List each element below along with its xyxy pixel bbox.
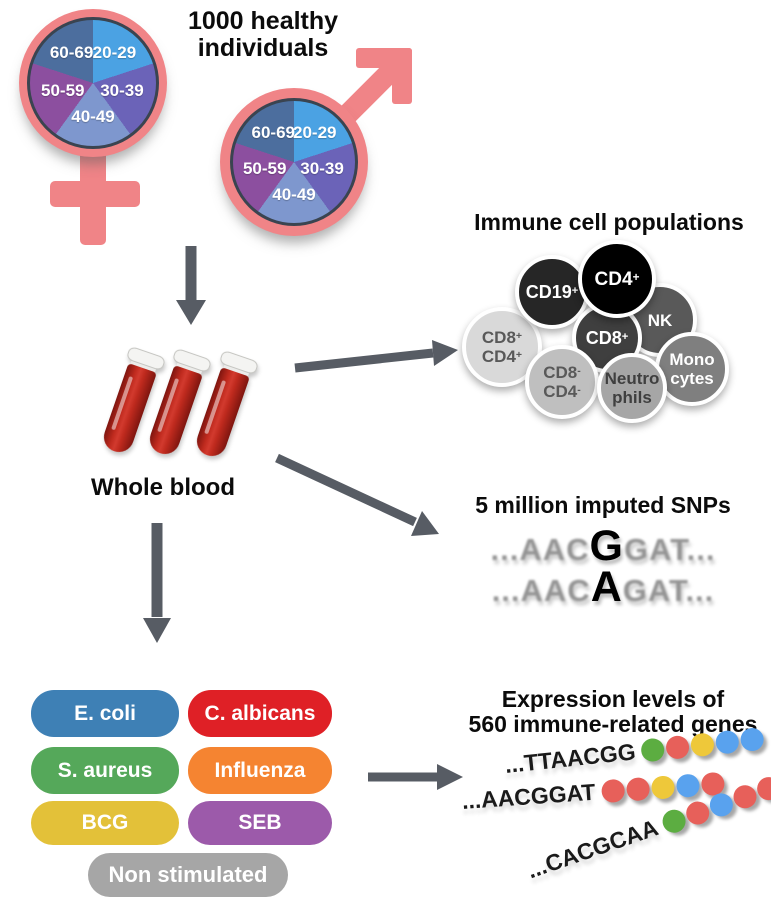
cohort-title: 1000 healthy individuals (178, 8, 348, 62)
immune-cell-label: CD8+ (585, 327, 629, 348)
snp-prefix: ...AAC (491, 573, 591, 608)
immune-cell-neutrophils: Neutro phils (597, 353, 667, 423)
immune-cell-label: CD4+ (594, 268, 640, 290)
immune-cell-label: phils (612, 388, 652, 407)
immune-cell-label: CD8+ (481, 328, 523, 347)
expression-dot-yellow (689, 732, 716, 758)
snp-suffix: GAT... (622, 573, 715, 608)
expression-title-line1: Expression levels of (501, 686, 725, 712)
snp-variant-letter: G (589, 522, 624, 570)
arrow-pies-to-blood (176, 246, 206, 325)
gene-sequence: ...TTAACGG (503, 738, 637, 778)
tube-blood (192, 367, 250, 461)
expression-dot-red (665, 734, 691, 760)
gene-sequence: ...CACGCAA (523, 814, 662, 884)
female-age-pie-chart: 20-29 30-39 40-49 50-59 60-69 (27, 17, 159, 149)
age-group-label: 60-69 (251, 122, 295, 142)
snp-suffix: GAT... (623, 532, 716, 567)
expression-dot-red (730, 782, 760, 812)
snp-sequence: ...AACAGAT... (435, 566, 771, 609)
arrow-blood-to-immune-cells (294, 340, 458, 373)
immune-cell-label: CD8- (543, 363, 581, 382)
male-symbol: 20-29 30-39 40-49 50-59 60-69 (220, 88, 368, 236)
age-group-label: 50-59 (242, 159, 287, 179)
age-group-label: 40-49 (71, 107, 115, 127)
stimulus-pill-c-albicans: C. albicans (188, 690, 332, 737)
expression-dot-green (640, 737, 666, 763)
immune-cell-label: Mono (669, 350, 715, 369)
male-age-pie-chart: 20-29 30-39 40-49 50-59 60-69 (230, 98, 358, 226)
cohort-title-line2: individuals (197, 34, 329, 62)
age-group-label: 30-39 (300, 159, 344, 179)
expression-dot-yellow (650, 775, 676, 800)
expression-dot-red (600, 778, 626, 804)
gene-sequence: ...AACGGAT (461, 778, 597, 814)
immune-populations-title: Immune cell populations (474, 209, 744, 235)
expression-title-line2: 560 immune-related genes (468, 711, 758, 737)
female-symbol-cross (50, 150, 140, 245)
arrow-blood-to-snps (275, 453, 439, 536)
stimulus-pill-e-coli: E. coli (31, 690, 179, 737)
immune-cell-label: cytes (670, 369, 714, 388)
cohort-title-line1: 1000 healthy (187, 7, 339, 35)
stimulus-pill-influenza: Influenza (188, 747, 332, 794)
age-group-label: 20-29 (92, 42, 137, 62)
age-group-label: 30-39 (100, 80, 144, 100)
immune-cell-label: CD4+ (481, 347, 523, 366)
expression-dot-blue (714, 729, 741, 755)
expression-title: Expression levels of 560 immune-related … (460, 687, 766, 737)
whole-blood-label: Whole blood (91, 474, 235, 501)
stimulus-pill-non-stimulated: Non stimulated (88, 853, 288, 897)
immune-cell-label: Neutro (604, 369, 660, 388)
immune-cell-monocytes: Mono cytes (655, 332, 729, 406)
female-symbol: 20-29 30-39 40-49 50-59 60-69 (19, 9, 167, 157)
arrow-stimuli-to-expression (368, 764, 463, 790)
snp-sequence: ...AACGGAT... (435, 525, 771, 568)
age-group-label: 60-69 (49, 42, 94, 62)
age-group-label: 20-29 (292, 122, 337, 142)
snp-sequence-block: ...AACGGAT... ...AACAGAT... (435, 525, 771, 609)
expression-dot-green (659, 806, 689, 836)
age-group-label: 50-59 (41, 80, 85, 100)
expression-dot-blue (706, 790, 736, 820)
arrow-blood-to-stimuli (143, 523, 171, 643)
expression-dot-blue (739, 726, 765, 753)
immune-cell-cd19: CD19+ (515, 255, 589, 329)
stimulus-pill-seb: SEB (188, 801, 332, 845)
snp-variant-letter: A (590, 563, 623, 611)
age-group-label: 40-49 (272, 184, 316, 204)
immune-cell-cd8neg-cd4neg: CD8- CD4- (525, 345, 599, 419)
expression-dot-red (682, 798, 713, 828)
immune-cell-label: CD4- (543, 382, 581, 401)
immune-cell-label: CD19+ (525, 281, 579, 302)
snp-prefix: ...AAC (490, 532, 590, 567)
expression-dot-blue (675, 773, 700, 798)
stimulus-pill-bcg: BCG (31, 801, 179, 845)
expression-dot-red (625, 776, 651, 802)
immune-cell-label: NK (647, 310, 673, 330)
snps-title: 5 million imputed SNPs (475, 492, 731, 518)
immune-cell-cd4: CD4+ (578, 240, 656, 318)
stimulus-pill-s-aureus: S. aureus (31, 747, 179, 794)
